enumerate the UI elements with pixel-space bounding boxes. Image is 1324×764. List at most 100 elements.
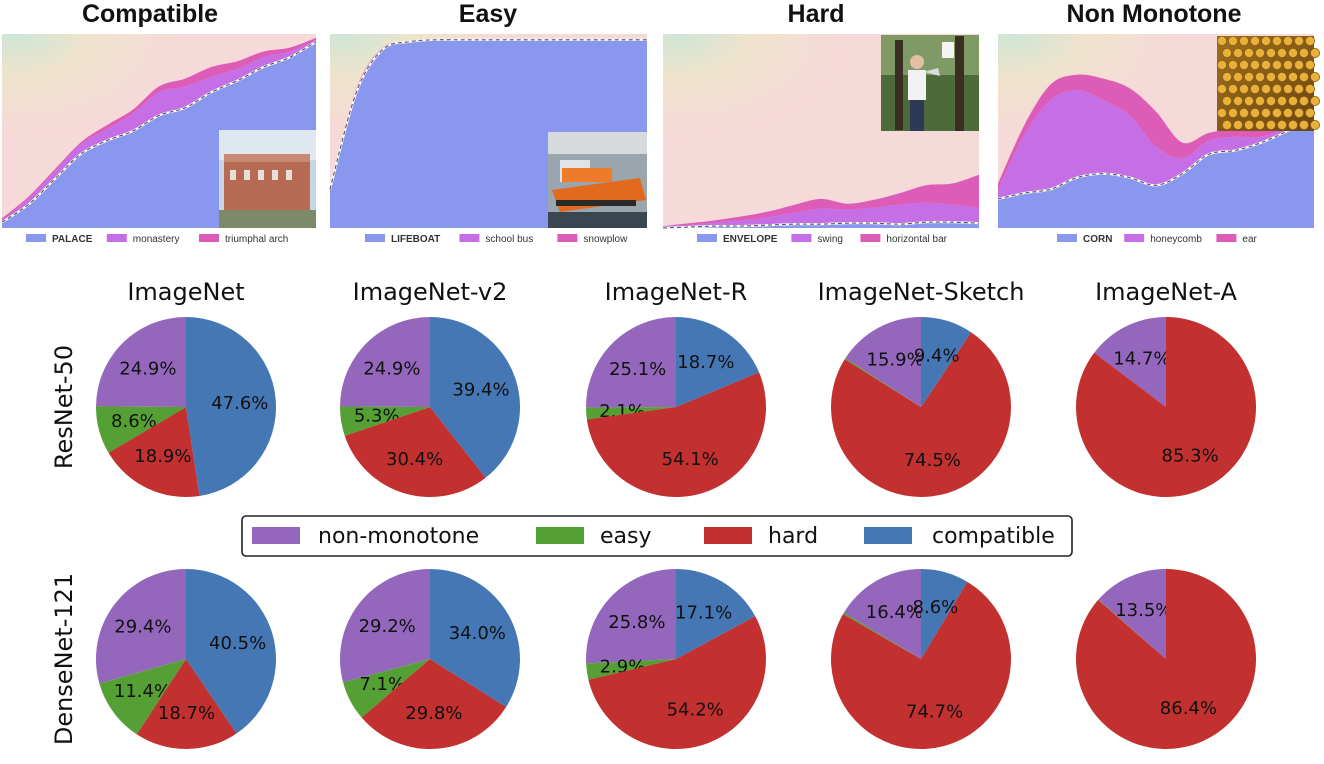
legend-swatch: [252, 527, 300, 544]
pie-slice-label: 54.1%: [662, 449, 719, 470]
person-megaphone-photo: [881, 35, 979, 131]
pie-slice-label: 8.6%: [111, 411, 157, 432]
area-honeycomb: [998, 90, 1314, 199]
mini-legend-swatch: [791, 234, 812, 242]
mini-legend-swatch: [106, 234, 127, 242]
area-horizontal-bar: [663, 174, 979, 227]
pie-slice-compatible: [676, 317, 760, 407]
mini-legend-swatch: [1216, 234, 1237, 242]
area-panel-compatible: Compatible PALACE monastery triumphal arch: [1, 0, 317, 245]
legend-label: non-monotone: [318, 524, 479, 549]
pie-slice-non-monotone: [339, 569, 430, 683]
mini-legend-label: PALACE: [52, 234, 93, 245]
legend-swatch: [704, 527, 752, 544]
pie-slice-non-monotone: [96, 569, 186, 684]
pie-slice-label: 39.4%: [452, 379, 509, 400]
area-layers: [997, 74, 1315, 228]
pie-slice-non-monotone: [585, 569, 676, 664]
pie-slice-hard: [1076, 317, 1257, 497]
mini-legend-label: honeycomb: [1150, 234, 1202, 245]
mini-legend-swatch: [199, 234, 219, 242]
pie-slice-non-monotone: [585, 317, 676, 408]
pie-slice-compatible: [921, 569, 968, 659]
pie-slice-non-monotone: [340, 317, 430, 407]
panel-title: Easy: [459, 0, 517, 28]
pie-slice-non-monotone: [843, 569, 921, 659]
pie-slice-label: 25.8%: [608, 612, 665, 633]
pie-slice-label: 29.4%: [114, 616, 171, 637]
mini-legend-label: triumphal arch: [225, 234, 288, 245]
pie-slice-label: 18.7%: [677, 352, 734, 373]
pie-chart: 15.9% 74.5% 9.4%: [830, 317, 1011, 498]
pie-slice-label: 14.7%: [1113, 349, 1170, 370]
pie-slice-hard: [136, 659, 237, 750]
corn-photo: [1217, 36, 1321, 131]
mini-legend-swatch: [860, 234, 881, 242]
pie-title: ImageNet-A: [1095, 278, 1237, 306]
pie-slice-label: 9.4%: [914, 345, 960, 366]
pie-slice-easy: [99, 659, 186, 735]
mini-legend-label: CORN: [1083, 234, 1112, 245]
pie-slice-easy: [1098, 599, 1166, 659]
legend-swatch: [864, 527, 912, 544]
pie-slice-hard: [586, 372, 767, 498]
pie-slice-label: 17.1%: [675, 603, 732, 624]
legend-label: compatible: [932, 524, 1055, 549]
mini-legend: CORN honeycomb ear: [1057, 234, 1258, 245]
pie-slice-hard: [344, 407, 486, 498]
pie-slice-non-monotone: [96, 317, 186, 407]
pie-slice-hard: [588, 616, 766, 749]
mini-legend-swatch: [459, 234, 480, 242]
main-class-dashed-line: [662, 221, 980, 229]
pie-title: ImageNet: [127, 278, 244, 306]
legend-item-hard: hard: [704, 524, 818, 549]
area-panel-easy: Easy LIFEBOAT school bus snowplow: [328, 0, 647, 245]
pie-chart: 25.8%2.9%54.2%17.1%: [585, 569, 766, 749]
pie-slice-non-monotone: [1094, 317, 1166, 407]
pie-legend: non-monotone easy hard compatible: [241, 515, 1073, 557]
area-panel-hard: Hard ENVELOPE swing horizontal bar: [662, 0, 980, 245]
mini-legend-swatch: [365, 234, 385, 242]
pie-slice-hard: [1076, 569, 1257, 749]
mini-legend-label: horizontal bar: [886, 234, 947, 245]
pie-slice-label: 74.7%: [906, 701, 963, 722]
area-panel-non-monotone: Non Monotone CORN honeycomb ear: [997, 0, 1321, 245]
pie-slice-label: 24.9%: [363, 359, 420, 380]
pie-slice-easy: [339, 406, 430, 436]
mini-legend-label: school bus: [485, 234, 533, 245]
pie-slice-label: 7.1%: [359, 674, 405, 695]
row-label-densenet121: DenseNet-121: [50, 573, 78, 745]
pie-slice-non-monotone: [1098, 569, 1166, 659]
mini-legend-label: snowplow: [583, 234, 628, 245]
pie-slice-easy: [586, 407, 676, 420]
area-ear: [998, 74, 1314, 190]
pie-slice-label: 15.9%: [867, 350, 924, 371]
mini-legend: PALACE monastery triumphal arch: [26, 234, 288, 245]
lifeboat-photo: [548, 132, 647, 228]
legend-frame: [241, 515, 1073, 557]
pie-chart: 16.4% 74.7% 8.6%: [830, 569, 1011, 749]
pie-slice-easy: [343, 659, 430, 718]
pie-slice-hard: [108, 407, 200, 498]
pie-slice-label: 16.4%: [866, 602, 923, 623]
pie-slice-compatible: [921, 317, 972, 407]
pie-chart: 13.5% 86.4%: [1076, 569, 1257, 749]
mini-legend-label: monastery: [133, 234, 180, 245]
pie-slice-label: 11.4%: [114, 681, 171, 702]
pie-slice-label: 34.0%: [449, 623, 506, 644]
mini-legend-label: swing: [817, 234, 843, 245]
main-class-dashed-line: [997, 118, 1315, 200]
pie-slice-compatible: [676, 569, 756, 659]
legend-label: easy: [600, 524, 652, 549]
row-label-resnet50: ResNet-50: [50, 345, 78, 469]
pie-slice-non-monotone: [845, 317, 921, 407]
pie-slice-easy: [842, 612, 921, 659]
panel-title: Hard: [788, 0, 845, 28]
area-layers: [662, 174, 980, 230]
panel-title: Compatible: [82, 0, 218, 28]
pie-slice-label: 29.2%: [359, 616, 416, 637]
legend-item-easy: easy: [536, 524, 652, 549]
pie-slice-label: 40.5%: [209, 633, 266, 654]
palace-photo: [219, 130, 316, 228]
